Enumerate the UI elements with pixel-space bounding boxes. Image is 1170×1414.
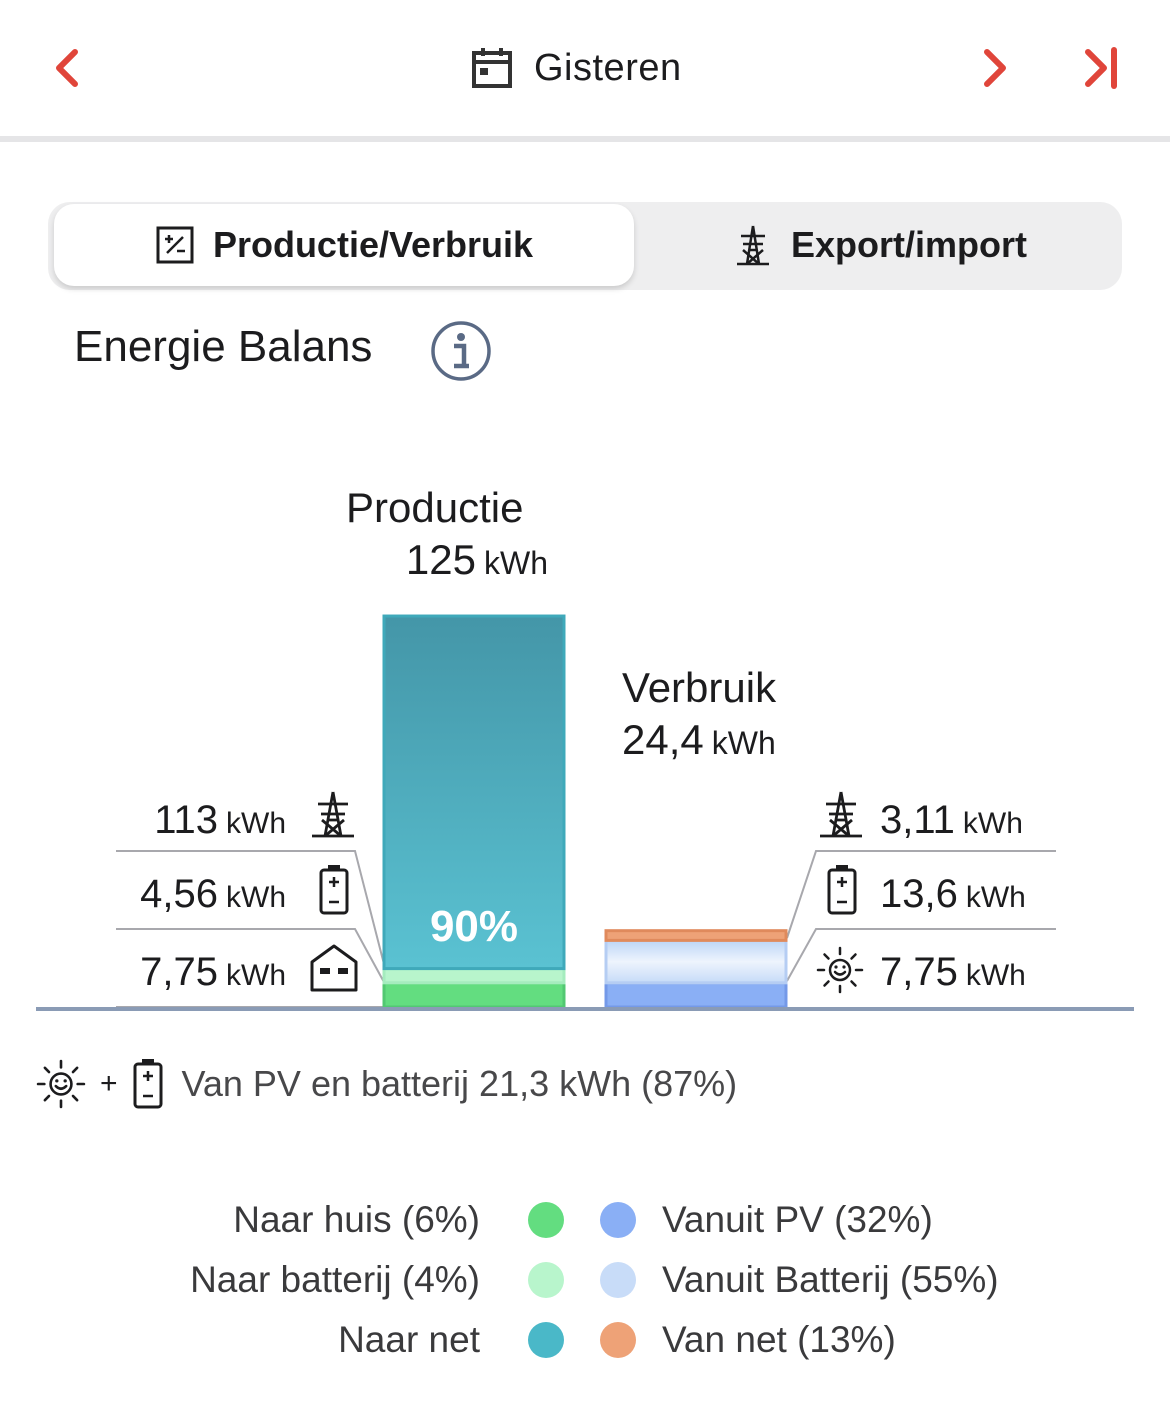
bar-segment-naar-batterij [382, 967, 566, 985]
production-total-unit: kWh [484, 545, 548, 581]
sun-icon [36, 1059, 86, 1109]
legend-label: Naar huis (6%) [233, 1199, 480, 1240]
production-total-value: 125 [405, 536, 476, 583]
tab-production-consumption[interactable]: Productie/Verbruik [54, 204, 634, 286]
header-divider [0, 136, 1170, 142]
production-row-value: 4,56 [140, 872, 218, 916]
tab-production-consumption-label: Productie/Verbruik [212, 224, 534, 265]
production-row-value: 7,75 [140, 950, 218, 994]
self-consumption-summary: + Van PV en batterij 21,3 kWh (87%) [36, 1056, 737, 1112]
info-icon[interactable] [430, 320, 492, 382]
bar-segment-vanuit-batterij [604, 938, 788, 985]
date-selector[interactable]: Gisteren [470, 40, 682, 96]
calendar-icon [472, 48, 512, 88]
chevron-right-icon [984, 49, 1006, 87]
consumption-row-unit: kWh [965, 881, 1026, 914]
legend-label: Vanuit Batterij (55%) [662, 1259, 999, 1300]
production-label: Productie [346, 484, 524, 531]
page-title: Energie Balans [74, 322, 373, 371]
legend-item-vanuit-pv: Vanuit PV (32%) [662, 1195, 933, 1245]
legend-item-naar-huis: Naar huis (6%) [100, 1195, 480, 1245]
consumption-row-value: 3,11 [880, 798, 955, 842]
consumption-row-battery: 13,6 kWh [880, 872, 1026, 917]
consumption-label: Verbruik [622, 664, 777, 711]
legend-dot-van-net [600, 1322, 636, 1358]
consumption-total-unit: kWh [711, 725, 776, 761]
legend-item-van-net: Van net (13%) [662, 1315, 896, 1365]
bar-segment-van-net [604, 929, 788, 942]
sun-icon [816, 946, 864, 994]
view-segmented-control: Productie/Verbruik Export/import [48, 202, 1122, 290]
consumption-row-unit: kWh [965, 959, 1026, 992]
consumption-row-pv: 7,75 kWh [880, 950, 1026, 995]
legend-dot-naar-huis [528, 1202, 564, 1238]
legend-item-naar-batterij: Naar batterij (4%) [100, 1255, 480, 1305]
legend-label: Van net (13%) [662, 1319, 896, 1360]
production-total: 125 kWh [406, 536, 548, 584]
previous-day-button[interactable] [36, 38, 96, 98]
legend-label: Naar net [338, 1319, 480, 1360]
last-day-button[interactable] [1072, 38, 1132, 98]
consumption-total: 24,4 kWh [622, 716, 776, 764]
production-row-grid: 113 kWh [154, 798, 286, 843]
tab-export-import[interactable]: Export/import [644, 204, 1116, 286]
battery-icon [133, 1059, 163, 1109]
production-row-battery: 4,56 kWh [140, 872, 286, 917]
production-row-value: 113 [154, 798, 218, 842]
legend-dot-naar-batterij [528, 1262, 564, 1298]
skip-to-end-icon [1085, 47, 1117, 89]
production-consumption-icon [156, 226, 194, 264]
consumption-row-unit: kWh [962, 807, 1023, 840]
legend-item-vanuit-batterij: Vanuit Batterij (55%) [662, 1255, 999, 1305]
power-pylon-icon [820, 791, 862, 838]
top-navigation-bar: Gisteren [0, 0, 1170, 136]
legend-item-naar-net: Naar net [100, 1315, 480, 1365]
legend-dot-naar-net [528, 1322, 564, 1358]
consumption-row-value: 7,75 [880, 950, 958, 994]
production-row-unit: kWh [226, 959, 286, 992]
production-row-house: 7,75 kWh [140, 950, 286, 995]
legend-label: Vanuit PV (32%) [662, 1199, 933, 1240]
date-label: Gisteren [534, 46, 682, 89]
legend-dot-vanuit-batterij [600, 1262, 636, 1298]
power-pylon-icon [736, 225, 769, 266]
bar-segment-naar-huis [382, 981, 566, 1009]
tab-export-import-label: Export/import [790, 224, 1027, 265]
power-pylon-icon [312, 791, 354, 838]
legend-label: Naar batterij (4%) [190, 1259, 480, 1300]
consumption-row-value: 13,6 [880, 872, 958, 916]
house-icon [310, 944, 358, 992]
bar-segment-vanuit-pv [604, 981, 788, 1009]
battery-icon [827, 865, 857, 915]
production-percent-label: 90% [429, 902, 519, 951]
summary-text: Van PV en batterij 21,3 kWh (87%) [181, 1063, 738, 1104]
battery-icon [319, 865, 349, 915]
legend-dot-vanuit-pv [600, 1202, 636, 1238]
production-row-unit: kWh [226, 881, 286, 914]
production-row-unit: kWh [226, 807, 286, 840]
next-day-button[interactable] [966, 38, 1026, 98]
chevron-left-icon [56, 49, 78, 87]
consumption-total-value: 24,4 [622, 716, 704, 763]
consumption-row-grid: 3,11 kWh [880, 798, 1023, 843]
summary-plus: + [100, 1067, 118, 1100]
